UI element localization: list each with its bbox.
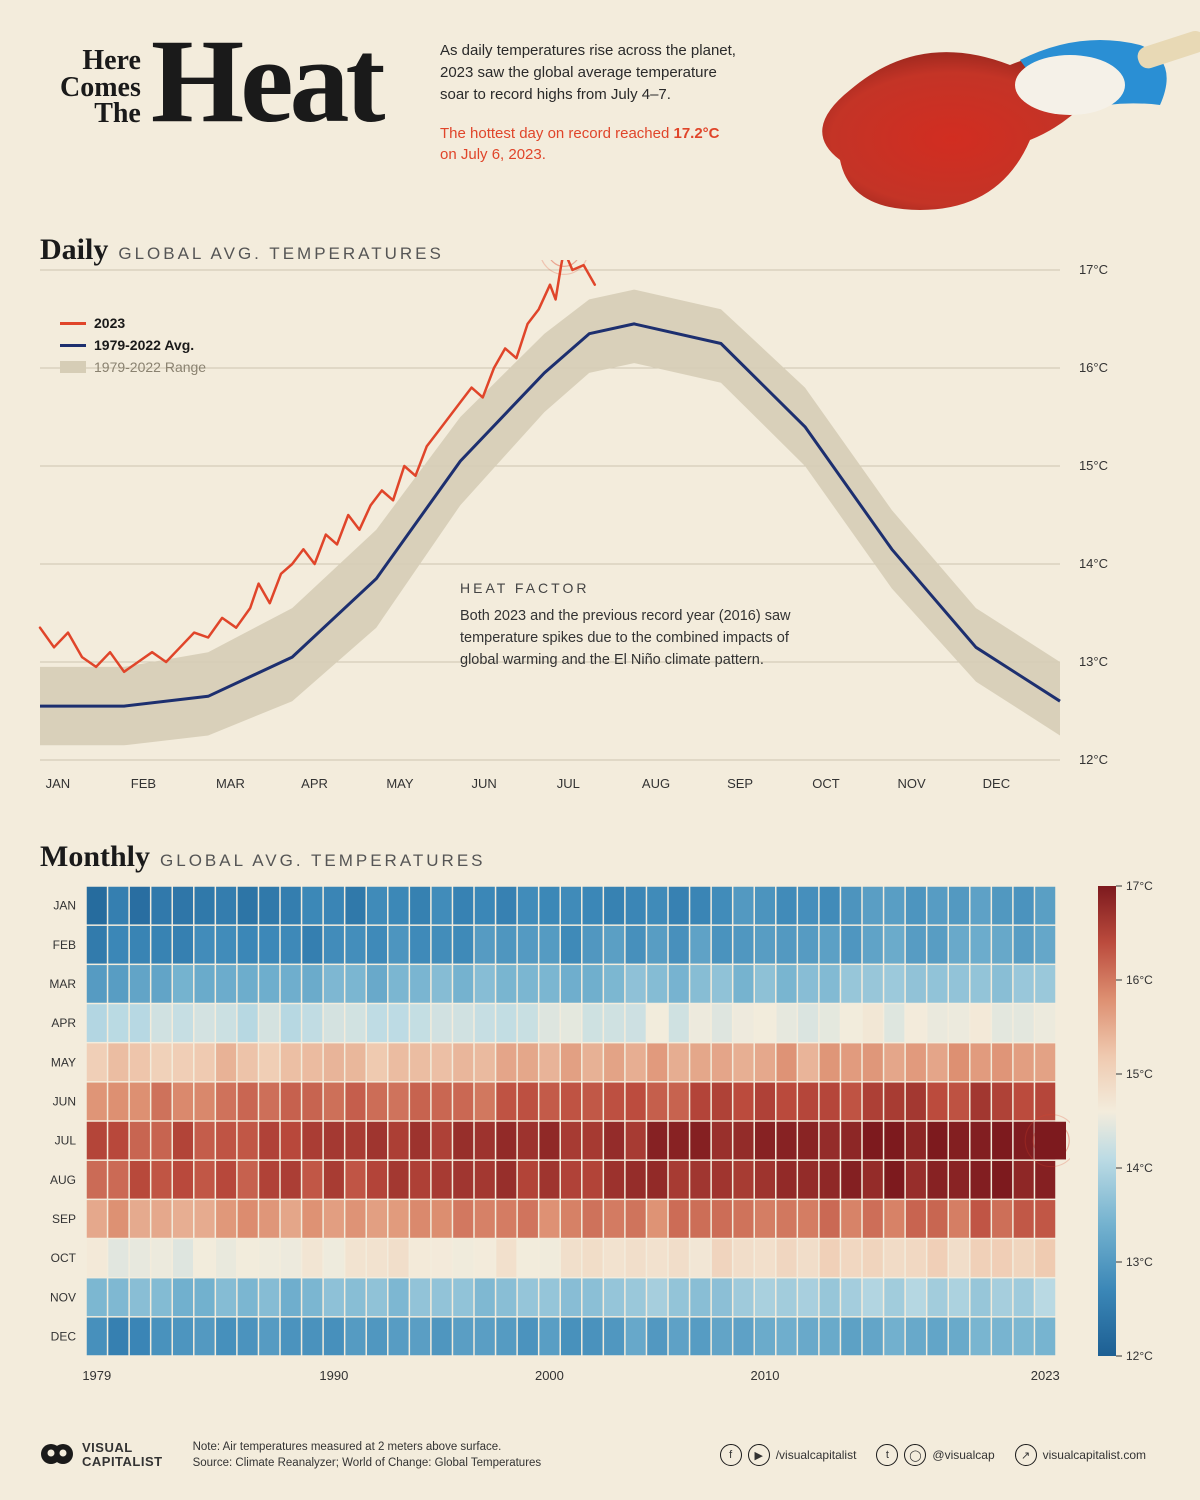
highlight-post: on July 6, 2023. [440, 146, 546, 163]
popsicle-image [780, 10, 1200, 250]
social-icon[interactable]: f [720, 1444, 742, 1466]
svg-text:MAY: MAY [51, 1055, 76, 1069]
legend-label-2023: 2023 [94, 315, 125, 331]
svg-text:APR: APR [51, 1016, 76, 1030]
svg-text:JUN: JUN [53, 1094, 76, 1108]
svg-text:16°C: 16°C [1079, 360, 1108, 375]
social-icon[interactable]: ◯ [904, 1444, 926, 1466]
svg-text:JUL: JUL [557, 776, 580, 791]
daily-legend: 2023 1979-2022 Avg. 1979-2022 Range [60, 315, 206, 381]
highlight-bold: 17.2°C [673, 125, 719, 142]
svg-text:14°C: 14°C [1079, 556, 1108, 571]
footer: VISUALCAPITALIST Note: Air temperatures … [40, 1430, 1160, 1480]
legend-range: 1979-2022 Range [60, 359, 206, 375]
svg-text:2000: 2000 [535, 1368, 564, 1383]
svg-text:FEB: FEB [53, 938, 76, 952]
svg-text:MAY: MAY [386, 776, 414, 791]
legend-label-range: 1979-2022 Range [94, 359, 206, 375]
heat-factor-title: HEAT FACTOR [460, 580, 800, 596]
social-handle: @visualcap [932, 1448, 994, 1462]
footnote-note: Note: Air temperatures measured at 2 met… [193, 1439, 542, 1455]
svg-text:1979: 1979 [82, 1368, 111, 1383]
svg-text:16°C: 16°C [1126, 973, 1153, 987]
title-prefix: HereComesThe [60, 48, 141, 128]
svg-text:2023: 2023 [1031, 1368, 1060, 1383]
svg-text:15°C: 15°C [1126, 1067, 1153, 1081]
svg-text:SEP: SEP [52, 1212, 76, 1226]
svg-text:APR: APR [301, 776, 328, 791]
svg-text:SEP: SEP [727, 776, 753, 791]
svg-text:JAN: JAN [46, 776, 71, 791]
svg-text:NOV: NOV [50, 1290, 76, 1304]
intro-text: As daily temperatures rise across the pl… [440, 40, 740, 105]
monthly-heatmap-wrap: JAN FEB MAR APR MAY JUN JUL AUG SEP OCT NOV DEC 1979… [40, 880, 1070, 1390]
svg-text:DEC: DEC [51, 1329, 77, 1343]
svg-text:OCT: OCT [51, 1251, 77, 1265]
svg-text:17°C: 17°C [1079, 262, 1108, 277]
svg-text:12°C: 12°C [1079, 752, 1108, 767]
footnote: Note: Air temperatures measured at 2 met… [193, 1439, 542, 1471]
intro-highlight: The hottest day on record reached 17.2°C… [440, 123, 740, 165]
svg-text:2010: 2010 [751, 1368, 780, 1383]
social-icon[interactable]: ↗ [1015, 1444, 1037, 1466]
svg-text:JUN: JUN [472, 776, 497, 791]
legend-2023: 2023 [60, 315, 206, 331]
svg-text:AUG: AUG [642, 776, 670, 791]
legend-swatch-avg [60, 344, 86, 347]
brand-logo: VISUALCAPITALIST [40, 1440, 163, 1470]
social-links: f ▶ /visualcapitalist t ◯ @visualcap ↗ visualca… [720, 1444, 1160, 1466]
color-scale: 12°C 13°C 14°C 15°C 16°C 17°C [1090, 880, 1170, 1390]
social-icon[interactable]: ▶ [748, 1444, 770, 1466]
title-heat: Heat [151, 30, 382, 132]
svg-text:12°C: 12°C [1126, 1349, 1153, 1363]
svg-text:15°C: 15°C [1079, 458, 1108, 473]
highlight-pre: The hottest day on record reached [440, 125, 673, 142]
legend-swatch-range [60, 361, 86, 373]
legend-label-avg: 1979-2022 Avg. [94, 337, 194, 353]
svg-text:OCT: OCT [812, 776, 840, 791]
heat-factor-block: HEAT FACTOR Both 2023 and the previous r… [460, 580, 800, 671]
svg-text:MAR: MAR [49, 977, 76, 991]
intro-block: As daily temperatures rise across the pl… [440, 40, 740, 165]
heat-factor-body: Both 2023 and the previous record year (… [460, 606, 800, 671]
legend-swatch-2023 [60, 322, 86, 325]
social-handle: /visualcapitalist [776, 1448, 857, 1462]
svg-text:JUL: JUL [55, 1134, 77, 1148]
svg-text:1990: 1990 [319, 1368, 348, 1383]
svg-text:MAR: MAR [216, 776, 245, 791]
svg-text:13°C: 13°C [1126, 1255, 1153, 1269]
social-handle: visualcapitalist.com [1043, 1448, 1146, 1462]
main-title: HereComesThe Heat [60, 30, 381, 132]
social-icon[interactable]: t [876, 1444, 898, 1466]
svg-text:DEC: DEC [983, 776, 1010, 791]
legend-avg: 1979-2022 Avg. [60, 337, 206, 353]
monthly-section-title: Monthly GLOBAL AVG. TEMPERATURES [40, 840, 486, 874]
svg-text:17°C: 17°C [1126, 880, 1153, 893]
svg-text:13°C: 13°C [1079, 654, 1108, 669]
monthly-heatmap: JAN FEB MAR APR MAY JUN JUL AUG SEP OCT NOV DEC 1979… [40, 880, 1070, 1390]
monthly-title-sub: GLOBAL AVG. TEMPERATURES [160, 851, 486, 870]
brand-icon [40, 1440, 74, 1470]
svg-text:JAN: JAN [53, 899, 76, 913]
svg-text:NOV: NOV [897, 776, 926, 791]
svg-text:FEB: FEB [131, 776, 156, 791]
brand-text: VISUALCAPITALIST [82, 1441, 163, 1468]
footnote-source: Source: Climate Reanalyzer; World of Cha… [193, 1455, 542, 1471]
svg-text:14°C: 14°C [1126, 1161, 1153, 1175]
svg-text:AUG: AUG [50, 1173, 76, 1187]
monthly-title-bold: Monthly [40, 840, 150, 873]
